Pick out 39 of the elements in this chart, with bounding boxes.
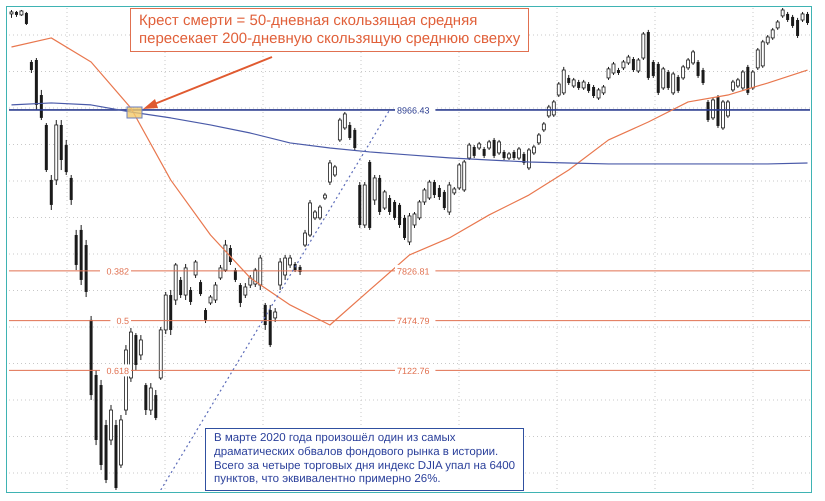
candlestick xyxy=(353,127,356,150)
candlestick xyxy=(542,122,546,133)
annotation: 0.618 xyxy=(106,366,129,376)
candlestick xyxy=(154,389,158,421)
candlestick xyxy=(776,20,780,30)
candlestick xyxy=(70,174,73,206)
candlestick xyxy=(671,71,676,96)
candlestick xyxy=(467,142,472,160)
y-tick-label: 7474.79 xyxy=(397,316,430,326)
candlestick xyxy=(661,66,666,90)
annotation: 0.382 xyxy=(106,266,129,276)
candlestick xyxy=(273,308,278,323)
candlestick xyxy=(204,308,208,324)
candlestick xyxy=(482,146,486,159)
candlestick xyxy=(572,77,576,88)
y-tick-label: 8966.43 xyxy=(397,105,430,116)
candlestick xyxy=(30,59,33,74)
candlestick xyxy=(194,260,198,278)
candlestick xyxy=(702,67,705,86)
candlestick xyxy=(636,58,640,74)
candlestick xyxy=(393,199,396,221)
candlestick xyxy=(348,122,352,140)
candlestick xyxy=(199,279,202,297)
y-tick-label: 7826.81 xyxy=(397,266,430,276)
annotation: В марте 2020 года произошёл один из самых драматических обвалов фондового рынка в истории. Всего за четыре торговых дня индекс DJIA упал на 6400 пунктов, что эквивалентно примерно 26%. xyxy=(205,428,524,492)
y-tick-label: 7122.76 xyxy=(397,366,430,376)
annotation: 0.5 xyxy=(116,316,129,326)
candlestick xyxy=(264,302,267,330)
candlestick xyxy=(398,202,402,228)
candlestick xyxy=(438,184,441,200)
candlestick xyxy=(138,334,143,361)
candlestick xyxy=(234,267,237,283)
candlestick xyxy=(148,382,153,416)
candlestick xyxy=(780,8,785,18)
candlestick xyxy=(791,14,794,28)
candlestick xyxy=(243,282,248,299)
annotation: Крест смерти = 50-дневная скользящая средняя пересекает 200-дневную скользящую среднюю сверху xyxy=(130,8,530,52)
candlestick xyxy=(652,59,655,78)
candlestick xyxy=(536,132,541,146)
